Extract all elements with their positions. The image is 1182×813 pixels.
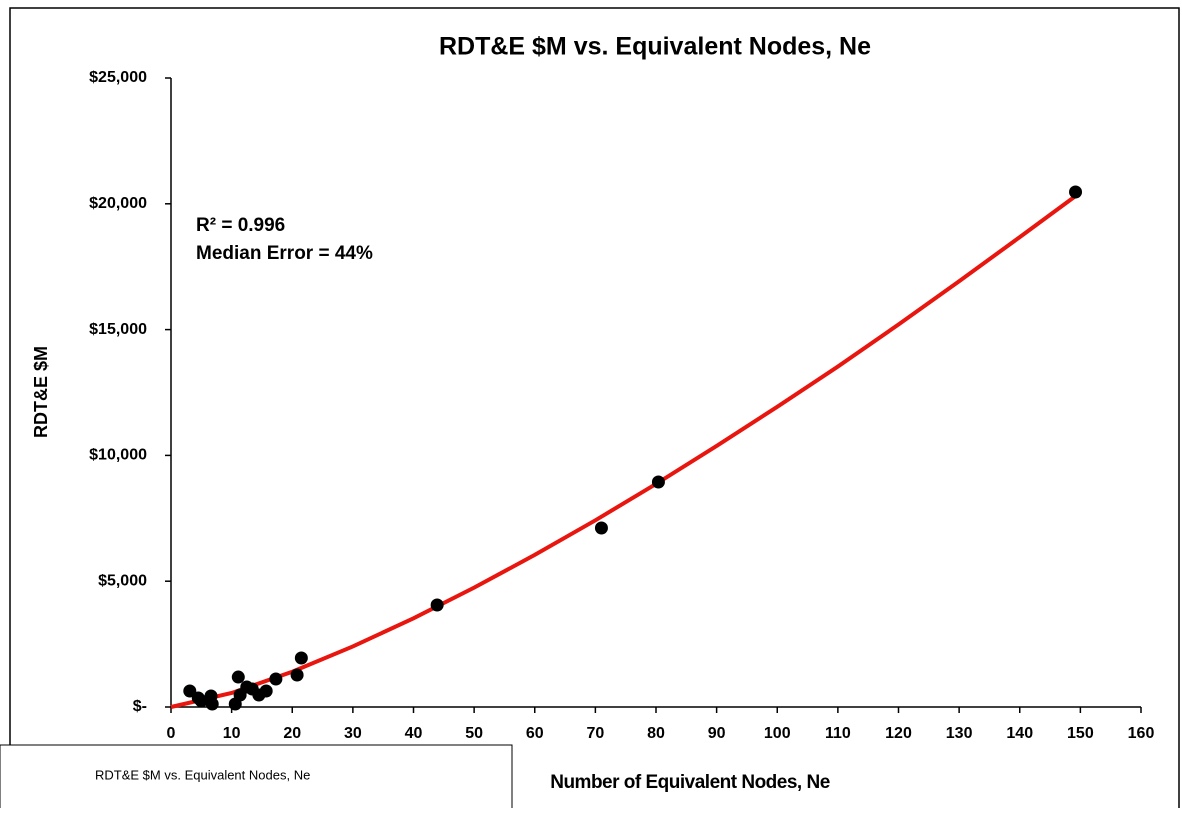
- x-tick-label: 140: [1006, 725, 1033, 742]
- tooltip-text: RDT&E $M vs. Equivalent Nodes, Ne: [95, 767, 310, 782]
- data-point: [290, 668, 304, 682]
- x-tick-label: 80: [647, 725, 665, 742]
- x-axis-title: Number of Equivalent Nodes, Ne: [550, 772, 830, 793]
- chart-title: RDT&E $M vs. Equivalent Nodes, Ne: [439, 33, 871, 61]
- x-tick-label: 150: [1067, 725, 1094, 742]
- x-tick-label: 100: [764, 725, 791, 742]
- y-tick-label: $20,000: [89, 195, 147, 212]
- tooltip-box: [0, 744, 513, 813]
- y-tick-label: $10,000: [89, 447, 147, 464]
- data-point: [651, 475, 665, 489]
- data-point: [594, 521, 608, 535]
- x-tick-label: 30: [344, 725, 362, 742]
- y-tick-label: $25,000: [89, 69, 147, 86]
- data-point: [194, 694, 208, 708]
- chart-frame: [9, 7, 1180, 813]
- x-tick-label: 10: [223, 725, 241, 742]
- x-tick-label: 90: [708, 725, 726, 742]
- x-tick-label: 0: [167, 725, 176, 742]
- fit-curve: [170, 190, 1082, 709]
- x-tick-label: 40: [405, 725, 423, 742]
- x-tick-label: 50: [465, 725, 483, 742]
- x-tick-label: 70: [586, 725, 604, 742]
- data-point: [1069, 185, 1083, 199]
- data-point: [294, 651, 308, 665]
- data-point: [231, 670, 245, 684]
- x-tick-label: 110: [825, 725, 851, 742]
- x-tick-label: 130: [946, 725, 973, 742]
- data-point: [269, 672, 283, 686]
- annotation: Median Error = 44%: [196, 243, 373, 264]
- plot-area: $- $5,000 $10,000 $15,000 $20,000 $25,000 0 10 2…: [89, 69, 1154, 742]
- x-tick-label: 160: [1128, 725, 1155, 742]
- x-tick-label: 120: [885, 725, 912, 742]
- y-tick-label: $15,000: [89, 321, 147, 338]
- y-axis-title: RDT&E $M: [31, 346, 51, 438]
- x-tick-label: 60: [526, 725, 544, 742]
- y-tick-label: $-: [133, 698, 147, 715]
- y-tick-label: $5,000: [98, 572, 147, 589]
- annotation: R² = 0.996: [196, 215, 285, 236]
- x-tick-label: 20: [283, 725, 301, 742]
- data-point: [430, 598, 444, 612]
- data-point: [205, 697, 219, 711]
- data-point: [259, 684, 273, 698]
